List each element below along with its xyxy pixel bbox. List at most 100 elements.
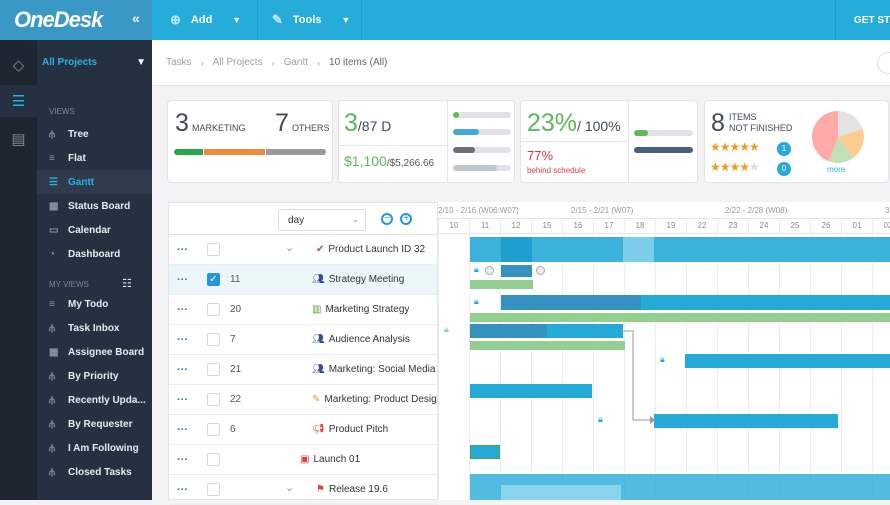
sidebar-item-recently-upda-[interactable]: ⫛ Recently Upda... <box>49 394 146 406</box>
day-column: 11 <box>469 219 500 500</box>
four-star-count[interactable]: 0 <box>777 162 791 176</box>
row-menu-icon[interactable]: ··· <box>177 273 188 286</box>
task-bar-social-media[interactable] <box>685 354 890 368</box>
table-row[interactable]: ··· 21 👥︎ Marketing: Social Media <box>169 355 439 385</box>
table-row[interactable]: ··· ⌄ ⚑ Release 19.6 <box>169 475 439 505</box>
row-checkbox[interactable] <box>207 363 220 376</box>
task-bar-product-pitch[interactable] <box>654 414 838 428</box>
drag-handle[interactable] <box>536 266 545 275</box>
unfinished-count: 8 <box>711 109 725 137</box>
scale-select[interactable]: day ⌄ <box>278 209 366 231</box>
day-column: 10 <box>438 219 469 500</box>
five-star-count[interactable]: 1 <box>777 142 791 156</box>
row-checkbox[interactable] <box>207 483 220 496</box>
tasks-icon[interactable]: ☰ <box>0 85 37 117</box>
row-checkbox[interactable] <box>207 423 220 436</box>
row-menu-icon[interactable]: ··· <box>177 363 188 376</box>
sidebar-item-gantt[interactable]: ☰ Gantt <box>37 170 152 194</box>
row-menu-icon[interactable]: ··· <box>177 333 188 346</box>
sidebar-item-by-priority[interactable]: ⫛ By Priority <box>49 370 119 382</box>
task-name[interactable]: Audience Analysis <box>328 334 410 345</box>
row-checkbox[interactable] <box>207 393 220 406</box>
summary-bar-product-launch[interactable] <box>470 237 890 262</box>
task-name[interactable]: Strategy Meeting <box>328 274 405 285</box>
row-checkbox[interactable] <box>207 243 220 256</box>
row-menu-icon[interactable]: ··· <box>177 393 188 406</box>
row-checkbox[interactable] <box>207 303 220 316</box>
completion-bar <box>634 130 693 136</box>
five-star-rating-icon: ★★★★★ <box>710 140 760 154</box>
expand-chevron-icon[interactable]: ⌄ <box>285 242 295 254</box>
pencil-icon: ✎ <box>312 394 321 405</box>
row-menu-icon[interactable]: ··· <box>177 483 188 496</box>
breadcrumb-all-projects[interactable]: All Projects <box>212 57 263 68</box>
row-checkbox[interactable] <box>207 333 220 346</box>
table-row[interactable]: ··· ⌄ ✔ Product Launch ID 32 <box>169 235 439 265</box>
sidebar-item-dashboard[interactable]: ◔ Dashboard <box>49 248 121 260</box>
sidebar-item-tree[interactable]: ⫛ Tree <box>49 128 89 140</box>
row-checkbox[interactable] <box>207 453 220 466</box>
drag-handle[interactable] <box>485 266 494 275</box>
task-name[interactable]: Product Pitch <box>328 424 389 435</box>
sidebar-item-by-requester[interactable]: ⫛ By Requester <box>49 418 133 430</box>
sidebar-item-my-todo[interactable]: ≡ My Todo <box>49 298 109 310</box>
task-name[interactable]: Marketing: Product Design <box>324 394 439 405</box>
row-menu-icon[interactable]: ··· <box>177 423 188 436</box>
ticket-icon[interactable]: ◇ <box>12 57 25 74</box>
tree-icon: ⫛ <box>49 322 55 334</box>
people-icon: 👥︎ <box>312 274 325 285</box>
tree-icon: ⫛ <box>49 442 55 454</box>
more-link[interactable]: more <box>827 165 846 174</box>
marketing-label: MARKETING <box>191 123 246 133</box>
row-menu-icon[interactable]: ··· <box>177 243 188 256</box>
marketing-summary-card[interactable]: 3 MARKETING 7 OTHERS <box>167 100 333 183</box>
sidebar-item-task-inbox[interactable]: ⫛ Task Inbox <box>49 322 120 334</box>
sidebar-item-status-board[interactable]: ▦ Status Board <box>49 200 131 212</box>
row-menu-icon[interactable]: ··· <box>177 453 188 466</box>
onedesk-logo[interactable]: OneDesk <box>14 7 103 32</box>
sliders-icon[interactable]: ☷ <box>122 278 132 290</box>
row-menu-icon[interactable]: ··· <box>177 303 188 316</box>
sidebar-item-calendar[interactable]: ▭ Calendar <box>49 224 111 236</box>
task-name[interactable]: Release 19.6 <box>328 484 388 495</box>
table-row[interactable]: ··· 6 📢︎ Product Pitch <box>169 415 439 445</box>
status-pie-chart[interactable] <box>811 110 865 164</box>
task-name[interactable]: Launch 01 <box>313 454 361 465</box>
task-name[interactable]: Product Launch ID 32 <box>328 244 426 255</box>
expand-chevron-icon[interactable]: ⌄ <box>285 482 295 494</box>
dependency-arrow <box>623 330 655 424</box>
tools-button[interactable]: ✎ Tools ▼ <box>258 0 362 40</box>
table-row[interactable]: ··· 7 👥︎ Audience Analysis <box>169 325 439 355</box>
task-bar-product-design[interactable] <box>470 384 592 398</box>
get-started-button[interactable]: GET STARTED <box>835 0 890 40</box>
time-cost-card[interactable]: 3/87 D $1,100/$5,266.66 <box>338 100 515 183</box>
row-checkbox[interactable]: ✓ <box>207 273 220 286</box>
table-row[interactable]: ··· 22 ✎ Marketing: Product Design <box>169 385 439 415</box>
people-icon: 👥︎ <box>312 364 325 375</box>
sidebar-item-closed-tasks[interactable]: ⫛ Closed Tasks <box>49 466 132 478</box>
gantt-icon: ☰ <box>49 176 58 188</box>
task-name[interactable]: Marketing Strategy <box>325 304 410 315</box>
unfinished-items-card[interactable]: 8 ITEMS NOT FINISHED ★★★★★ 1 ★★★★★ 0 mor… <box>704 100 889 183</box>
project-selector[interactable]: All Projects ▼ <box>42 57 146 68</box>
table-row[interactable]: ··· ▣ Launch 01 <box>169 445 439 475</box>
breadcrumb-gantt[interactable]: Gantt <box>283 57 309 68</box>
breadcrumb-tasks[interactable]: Tasks <box>166 57 192 68</box>
progress-fill <box>470 324 547 338</box>
task-bar-strategy-meeting[interactable] <box>501 265 532 277</box>
add-button[interactable]: ⊕ Add ▼ <box>152 0 258 40</box>
cost-total: /$5,266.66 <box>386 158 435 169</box>
sidebar-item-flat[interactable]: ≡ Flat <box>49 152 86 164</box>
table-row[interactable]: ··· ✓ 11 👥︎ Strategy Meeting <box>169 265 439 295</box>
schedule-card[interactable]: 23%/ 100% 77% behind schedule <box>520 100 698 183</box>
task-name[interactable]: Marketing: Social Media <box>328 364 436 375</box>
chevron-down-icon: ▼ <box>136 57 146 68</box>
milestone-bar-launch-01[interactable] <box>470 445 500 459</box>
presentation-icon[interactable]: ▤ <box>11 131 26 148</box>
collapse-sidebar-button[interactable]: « <box>132 10 140 26</box>
sidebar-item-i-am-following[interactable]: ⫛ I Am Following <box>49 442 139 454</box>
table-row[interactable]: ··· 20 ▥ Marketing Strategy <box>169 295 439 325</box>
zoom-in-icon[interactable]: + <box>400 213 412 225</box>
zoom-out-icon[interactable]: − <box>381 213 393 225</box>
sidebar-item-assignee-board[interactable]: ▦ Assignee Board <box>49 346 145 358</box>
